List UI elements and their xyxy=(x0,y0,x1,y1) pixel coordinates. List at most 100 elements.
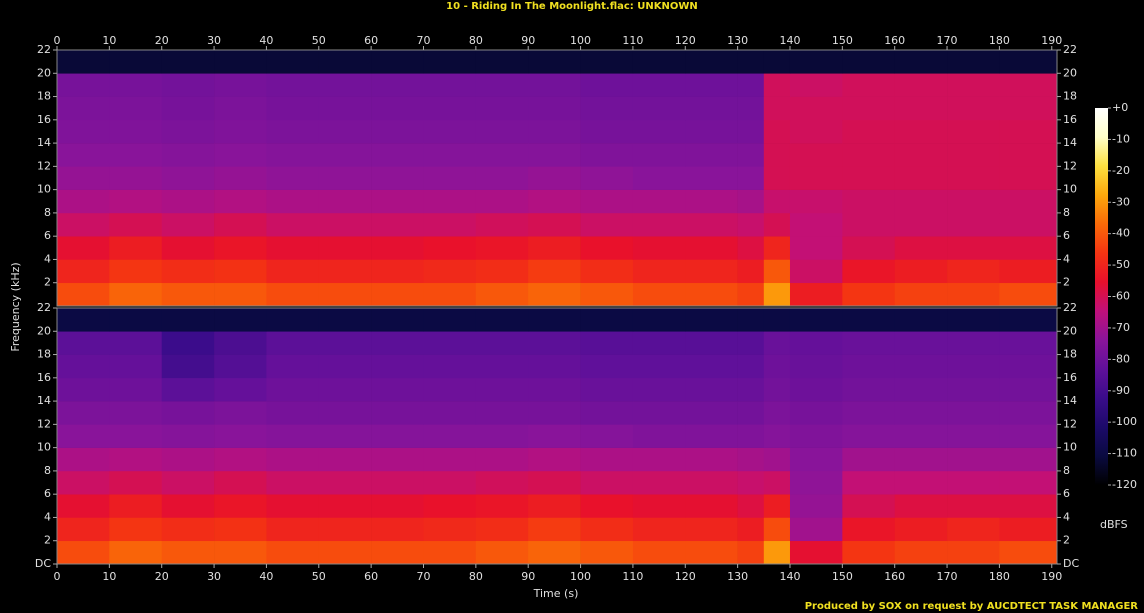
spectrogram-cell xyxy=(999,447,1058,472)
x-tick-label: 50 xyxy=(312,34,326,47)
spectrogram-cell xyxy=(842,282,895,307)
spectrogram-cell xyxy=(266,259,320,284)
spectrogram-cell xyxy=(423,308,477,332)
spectrogram-cell xyxy=(57,119,110,144)
spectrogram-cell xyxy=(528,119,581,144)
y-tick-label: 20 xyxy=(1063,66,1077,79)
y-tick-label: 16 xyxy=(37,113,51,126)
spectrogram-cell xyxy=(947,119,1000,144)
spectrogram-cell xyxy=(685,331,738,355)
y-tick-label: 4 xyxy=(1063,510,1070,523)
spectrogram-cell xyxy=(266,189,320,214)
spectrogram-cell xyxy=(318,50,372,74)
spectrogram-cell xyxy=(632,331,686,355)
spectrogram-cell xyxy=(789,354,843,379)
spectrogram-cell xyxy=(580,494,634,518)
spectrogram-cell xyxy=(214,401,267,425)
spectrogram-cell xyxy=(580,540,634,565)
spectrogram-cell xyxy=(371,259,424,284)
spectrogram-cell xyxy=(161,73,215,97)
spectrogram-cell xyxy=(947,354,1000,379)
spectrogram-cell xyxy=(266,166,320,190)
spectrogram-cell xyxy=(580,447,634,472)
spectrogram-cell xyxy=(528,447,581,472)
x-tick-label: 0 xyxy=(54,34,61,47)
spectrogram-cell xyxy=(371,308,424,332)
spectrogram-cell xyxy=(109,517,163,542)
spectrogram-cell xyxy=(266,282,320,307)
spectrogram-cell xyxy=(737,236,765,260)
y-tick-label: 16 xyxy=(1063,113,1077,126)
spectrogram-cell xyxy=(318,143,372,167)
spectrogram-cell xyxy=(632,517,686,542)
spectrogram-cell xyxy=(789,424,843,448)
spectrogram-cell xyxy=(161,540,215,565)
spectrogram-cell xyxy=(528,96,581,121)
spectrogram-cell xyxy=(632,447,686,472)
spectrogram-cell xyxy=(737,494,765,518)
spectrogram-cell xyxy=(685,50,738,74)
spectrogram-cell xyxy=(475,50,529,74)
spectrogram-cell xyxy=(580,377,634,402)
x-tick-label: 130 xyxy=(727,570,748,583)
x-tick-label: 30 xyxy=(207,570,221,583)
spectrogram-cell xyxy=(685,212,738,237)
spectrogram-cell xyxy=(161,282,215,307)
x-tick-label: 160 xyxy=(884,570,905,583)
spectrogram-cell xyxy=(266,401,320,425)
spectrogram-cell xyxy=(789,401,843,425)
spectrogram-cell xyxy=(737,96,765,121)
y-tick-label: 6 xyxy=(44,229,51,242)
spectrogram-cell xyxy=(894,50,948,74)
spectrogram-cell xyxy=(214,447,267,472)
spectrogram-cell xyxy=(109,212,163,237)
spectrogram-cell xyxy=(894,377,948,402)
spectrogram-cell xyxy=(475,143,529,167)
colorbar-tick-label: -110 xyxy=(1112,447,1137,460)
spectrogram-cell xyxy=(685,308,738,332)
spectrogram-cell xyxy=(371,447,424,472)
spectrogram-cell xyxy=(371,540,424,565)
spectrogram-cell xyxy=(685,401,738,425)
spectrogram-cell xyxy=(737,50,765,74)
spectrogram-cell xyxy=(685,189,738,214)
x-tick-label: 120 xyxy=(675,34,696,47)
spectrogram-cell xyxy=(161,236,215,260)
spectrogram-cell xyxy=(580,517,634,542)
x-tick-label: 70 xyxy=(416,570,430,583)
spectrogram-cell xyxy=(475,377,529,402)
spectrogram-cell xyxy=(109,282,163,307)
spectrogram-cell xyxy=(842,119,895,144)
spectrogram-cell xyxy=(789,236,843,260)
y-tick-label: 8 xyxy=(1063,464,1070,477)
y-tick-label: 22 xyxy=(1063,43,1077,56)
x-tick-label: 100 xyxy=(570,570,591,583)
spectrogram-cell xyxy=(789,331,843,355)
spectrogram-cell xyxy=(161,96,215,121)
spectrogram-cell xyxy=(109,424,163,448)
spectrogram-cell xyxy=(999,377,1058,402)
spectrogram-cell xyxy=(580,470,634,495)
spectrogram-cell xyxy=(580,331,634,355)
spectrogram-cell xyxy=(109,354,163,379)
spectrogram-cell xyxy=(528,50,581,74)
spectrogram-cell xyxy=(632,540,686,565)
x-tick-label: 190 xyxy=(1041,34,1062,47)
spectrogram-cell xyxy=(685,494,738,518)
spectrogram-cell xyxy=(475,96,529,121)
spectrogram-cell xyxy=(57,331,110,355)
spectrogram-cell xyxy=(318,354,372,379)
y-tick-label: 10 xyxy=(37,441,51,454)
x-tick-label: 180 xyxy=(989,34,1010,47)
x-tick-label: 20 xyxy=(155,34,169,47)
spectrogram-cell xyxy=(266,96,320,121)
spectrogram-cell xyxy=(763,282,791,307)
spectrogram-cell xyxy=(999,354,1058,379)
spectrogram-cell xyxy=(57,236,110,260)
x-tick-label: 40 xyxy=(259,570,273,583)
spectrogram-cell xyxy=(999,119,1058,144)
colorbar-tick-label: -10 xyxy=(1112,132,1130,145)
spectrogram-cell xyxy=(423,96,477,121)
spectrogram-cell xyxy=(423,166,477,190)
spectrogram-cell xyxy=(894,424,948,448)
